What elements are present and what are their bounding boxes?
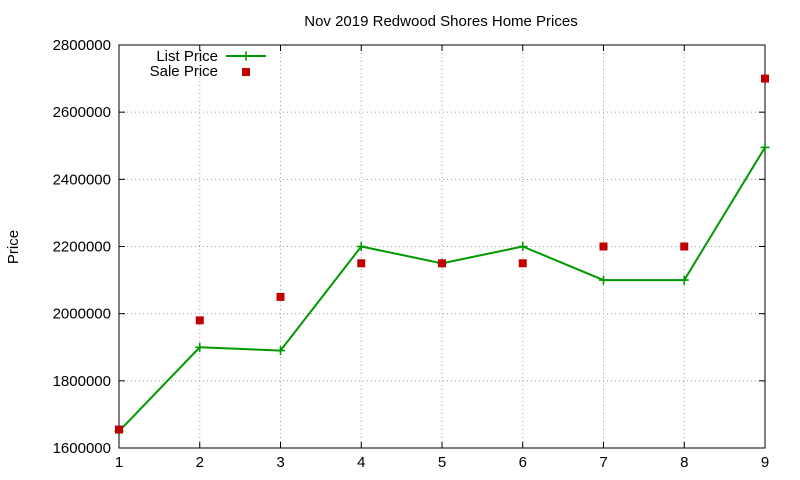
y-tick-label: 2600000 <box>53 104 111 121</box>
y-tick-label: 2000000 <box>53 306 111 323</box>
sale-price-point <box>276 292 285 301</box>
x-tick-label: 5 <box>438 454 446 471</box>
list-price-point <box>599 275 608 285</box>
x-tick-label: 6 <box>519 454 527 471</box>
sale-price-point <box>438 259 446 268</box>
x-tick-label: 7 <box>599 454 607 471</box>
x-tick-label: 3 <box>276 454 284 471</box>
y-tick-label: 2800000 <box>53 37 111 54</box>
y-tick-label: 2200000 <box>53 239 111 256</box>
x-tick-label: 1 <box>115 454 123 471</box>
sale-price-point <box>195 316 204 325</box>
sale-price-point <box>115 425 123 434</box>
legend-label-sale-price: Sale Price <box>150 63 218 80</box>
sale-price-point <box>599 242 608 251</box>
legend-marker-list-price <box>241 51 251 61</box>
y-tick-label: 1600000 <box>53 440 111 457</box>
legend-label-list-price: List Price <box>156 48 218 65</box>
axis-ticks: 1600000 1800000 2000000 2200000 2400000 26000… <box>53 37 770 471</box>
list-price-point <box>518 242 528 251</box>
y-tick-label: 1800000 <box>53 373 111 390</box>
series-layer <box>114 74 770 436</box>
x-tick-label: 9 <box>761 454 769 471</box>
sale-price-point <box>518 259 527 268</box>
y-axis-label: Price <box>5 230 22 264</box>
list-price-point <box>760 142 770 152</box>
list-price-point <box>195 342 205 352</box>
x-tick-label: 2 <box>196 454 204 471</box>
plot-frame <box>118 44 766 449</box>
sale-price-point <box>680 242 689 251</box>
list-price-point <box>356 242 366 251</box>
y-tick-label: 2400000 <box>53 171 111 188</box>
x-tick-label: 4 <box>357 454 365 471</box>
list-price-point <box>679 275 689 285</box>
x-tick-label: 8 <box>680 454 688 471</box>
grid-lines <box>119 45 765 448</box>
list-price-point <box>276 346 285 356</box>
legend-marker-sale-price <box>242 68 250 76</box>
chart-title: Nov 2019 Redwood Shores Home Prices <box>304 13 577 30</box>
sale-price-point <box>357 259 366 268</box>
sale-price-point <box>761 74 769 83</box>
